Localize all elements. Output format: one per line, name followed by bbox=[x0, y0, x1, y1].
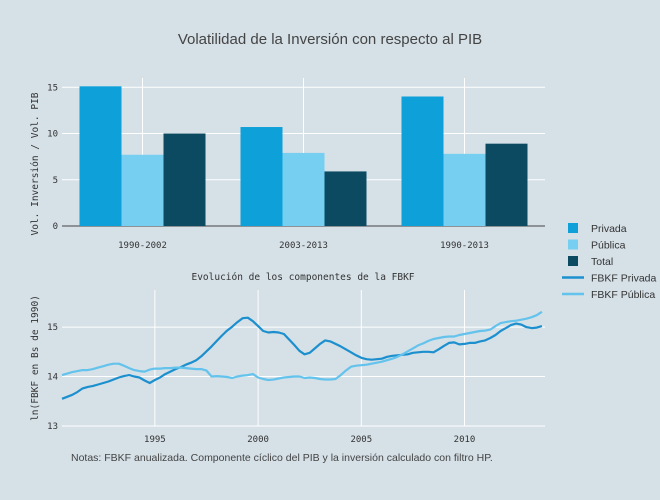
legend-label-total: Total bbox=[591, 256, 613, 268]
legend-label-privada: Privada bbox=[591, 223, 627, 235]
bar-y-tick-label: 0 bbox=[53, 222, 58, 232]
legend-swatch-p-blica bbox=[568, 239, 578, 250]
bar-total-0 bbox=[163, 133, 206, 226]
bar-chart-panel: 0 5 10 15 1990-2002 2003-2013 1990-2013 Vol. … bbox=[30, 78, 545, 251]
bar-x-tick-label: 1990-2002 bbox=[118, 241, 167, 251]
chart-title: Volatilidad de la Inversión con respecto… bbox=[178, 31, 482, 48]
bar-total-1 bbox=[324, 171, 367, 226]
line-y-tick-label: 15 bbox=[47, 323, 58, 333]
line-chart-y-axis-label: ln(FBKF en Bs de 1990) bbox=[30, 295, 41, 421]
bar-total-2 bbox=[485, 143, 528, 226]
line-y-tick-label: 13 bbox=[47, 422, 58, 432]
line-y-tick-label: 14 bbox=[47, 373, 58, 383]
bar-x-tick-label: 1990-2013 bbox=[440, 241, 489, 251]
bar-pblica-2 bbox=[443, 153, 486, 226]
legend-swatch-privada bbox=[568, 223, 578, 233]
bar-chart-x-ticks: 1990-2002 2003-2013 1990-2013 bbox=[118, 241, 489, 251]
bar-pblica-0 bbox=[121, 154, 164, 226]
line-x-tick-label: 1995 bbox=[144, 435, 166, 445]
legend-label-fbkf-privada: FBKF Privada bbox=[591, 273, 657, 285]
bar-chart-y-axis-label: Vol. Inversión / Vol. PIB bbox=[30, 92, 41, 235]
legend-label-p-blica: Pública bbox=[591, 240, 626, 252]
line-x-tick-label: 2000 bbox=[247, 435, 269, 445]
line-chart-series bbox=[61, 310, 543, 400]
legend: Privada Pública Total FBKF Privada FBKF Públ… bbox=[562, 223, 657, 301]
line-x-tick-label: 2005 bbox=[350, 435, 372, 445]
bar-y-tick-label: 10 bbox=[47, 130, 58, 140]
line-chart-x-ticks: 1995 2000 2005 2010 bbox=[144, 435, 475, 445]
line-chart-panel: Evolución de los componentes de la FBKF … bbox=[30, 272, 545, 445]
series-line-fbkf-p-blica bbox=[61, 310, 543, 382]
bar-pblica-1 bbox=[282, 152, 325, 226]
bar-privada-0 bbox=[79, 86, 122, 226]
bar-y-tick-label: 5 bbox=[53, 176, 58, 186]
bar-privada-1 bbox=[240, 127, 283, 226]
line-chart-gridlines bbox=[62, 290, 545, 427]
footnote: Notas: FBKF anualizada. Componente cícli… bbox=[71, 452, 493, 464]
line-chart-y-ticks: 13 14 15 bbox=[47, 323, 58, 432]
legend-label-fbkf-p-blica: FBKF Pública bbox=[591, 289, 655, 301]
bar-privada-2 bbox=[401, 96, 444, 226]
line-x-tick-label: 2010 bbox=[454, 435, 476, 445]
line-chart-title: Evolución de los componentes de la FBKF bbox=[191, 272, 414, 283]
series-line-fbkf-privada bbox=[61, 316, 543, 400]
bar-chart-bars bbox=[79, 86, 528, 226]
bar-x-tick-label: 2003-2013 bbox=[279, 241, 328, 251]
bar-chart-y-ticks: 0 5 10 15 bbox=[47, 83, 58, 232]
legend-swatch-total bbox=[568, 256, 578, 266]
bar-y-tick-label: 15 bbox=[47, 83, 58, 93]
